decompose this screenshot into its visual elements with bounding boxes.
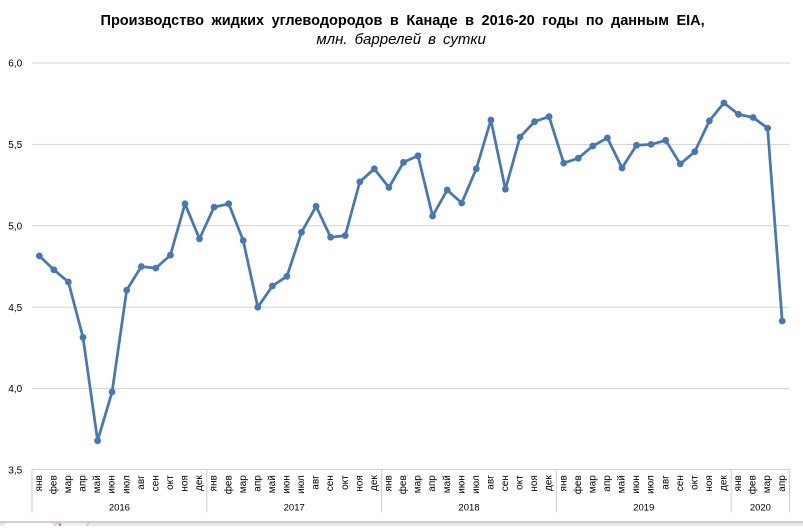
svg-text:май: май	[442, 475, 453, 493]
svg-text:окт: окт	[165, 475, 176, 490]
svg-text:апр: апр	[252, 475, 263, 492]
svg-text:ноя: ноя	[704, 475, 715, 492]
svg-text:июн: июн	[456, 475, 467, 494]
svg-text:авг: авг	[486, 475, 497, 490]
svg-text:5,0: 5,0	[8, 221, 22, 232]
svg-text:фев: фев	[572, 475, 584, 494]
svg-text:май: май	[617, 475, 628, 493]
svg-text:окт: окт	[515, 475, 526, 490]
svg-text:июн: июн	[631, 475, 642, 494]
svg-text:окт: окт	[689, 475, 700, 490]
svg-text:сен: сен	[675, 475, 686, 491]
svg-text:мар: мар	[413, 475, 424, 493]
svg-text:янв: янв	[733, 475, 744, 491]
svg-text:сен: сен	[325, 475, 336, 491]
svg-text:фев: фев	[48, 475, 60, 494]
svg-text:июн: июн	[282, 475, 293, 494]
svg-text:фев: фев	[397, 475, 409, 494]
svg-text:мар: мар	[587, 475, 598, 493]
svg-text:авг: авг	[660, 475, 671, 490]
svg-text:дек: дек	[194, 475, 205, 491]
svg-text:5,5: 5,5	[8, 140, 22, 151]
svg-text:май: май	[92, 475, 103, 493]
svg-text:6,0: 6,0	[8, 59, 22, 70]
svg-text:млн. баррелей в сутки: млн. баррелей в сутки	[316, 31, 486, 48]
svg-text:июл: июл	[471, 475, 482, 494]
svg-text:дек: дек	[369, 475, 380, 491]
svg-text:2018: 2018	[458, 502, 479, 513]
svg-text:авг: авг	[311, 475, 322, 490]
svg-text:2019: 2019	[633, 502, 654, 513]
svg-text:фев: фев	[747, 475, 759, 494]
svg-text:мар: мар	[238, 475, 249, 493]
svg-text:апр: апр	[777, 475, 788, 492]
svg-text:окт: окт	[340, 475, 351, 490]
svg-text:дек: дек	[719, 475, 730, 491]
svg-text:янв: янв	[34, 475, 45, 491]
svg-text:май: май	[267, 475, 278, 493]
svg-text:сен: сен	[150, 475, 161, 491]
svg-text:авг: авг	[136, 475, 147, 490]
svg-text:янв: янв	[384, 475, 395, 491]
svg-text:июл: июл	[296, 475, 307, 494]
svg-text:сен: сен	[500, 475, 511, 491]
svg-text:мар: мар	[63, 475, 74, 493]
svg-text:Производство жидких углеводоро: Производство жидких углеводородов в Кана…	[101, 13, 705, 29]
svg-text:дек: дек	[544, 475, 555, 491]
svg-text:4,0: 4,0	[8, 384, 22, 395]
svg-text:фев: фев	[222, 475, 234, 494]
svg-text:янв: янв	[558, 475, 569, 491]
svg-text:2016: 2016	[109, 502, 130, 513]
svg-text:апр: апр	[78, 475, 89, 492]
svg-text:4,5: 4,5	[8, 303, 22, 314]
svg-text:3,5: 3,5	[8, 466, 22, 477]
svg-text:июл: июл	[121, 475, 132, 494]
svg-text:ноя: ноя	[354, 475, 365, 492]
svg-text:апр: апр	[427, 475, 438, 492]
svg-text:мар: мар	[762, 475, 773, 493]
svg-text:2020: 2020	[750, 502, 771, 513]
svg-text:янв: янв	[209, 475, 220, 491]
svg-text:апр: апр	[602, 475, 613, 492]
svg-text:июн: июн	[107, 475, 118, 494]
svg-text:2017: 2017	[284, 502, 305, 513]
svg-text:ноя: ноя	[180, 475, 191, 492]
svg-text:июл: июл	[646, 475, 657, 494]
svg-text:ноя: ноя	[529, 475, 540, 492]
